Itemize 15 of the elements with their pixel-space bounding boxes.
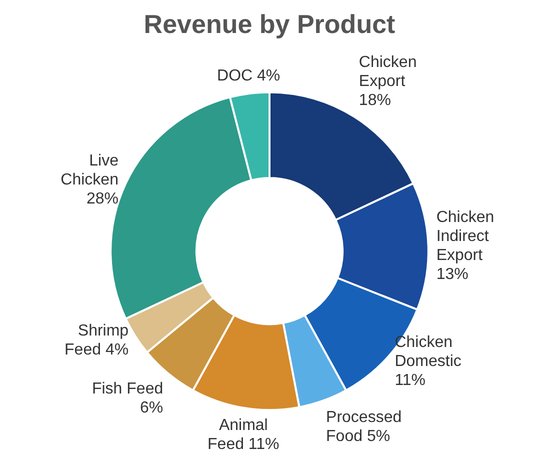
data-label: 13% [436, 266, 468, 283]
slice-label: Animal Feed 11% [208, 416, 280, 453]
slice-label: Chicken Indirect Export [436, 208, 494, 264]
slice-label: Shrimp Feed 4% [64, 322, 129, 358]
data-label: 6% [140, 400, 164, 417]
slice-label: Fish Feed [92, 380, 164, 398]
slice-label: Chicken Export [358, 54, 417, 90]
data-label: 18% [358, 92, 391, 110]
slice-label: DOC 4% [217, 67, 280, 84]
slice-label: Live Chicken [60, 152, 119, 188]
data-label: 11% [394, 372, 426, 389]
slice-label: Chicken Domestic [394, 334, 462, 370]
chart-title: Revenue by Product [144, 8, 396, 39]
slice-label: Processed Food 5% [326, 409, 402, 446]
data-label: 28% [86, 190, 118, 208]
